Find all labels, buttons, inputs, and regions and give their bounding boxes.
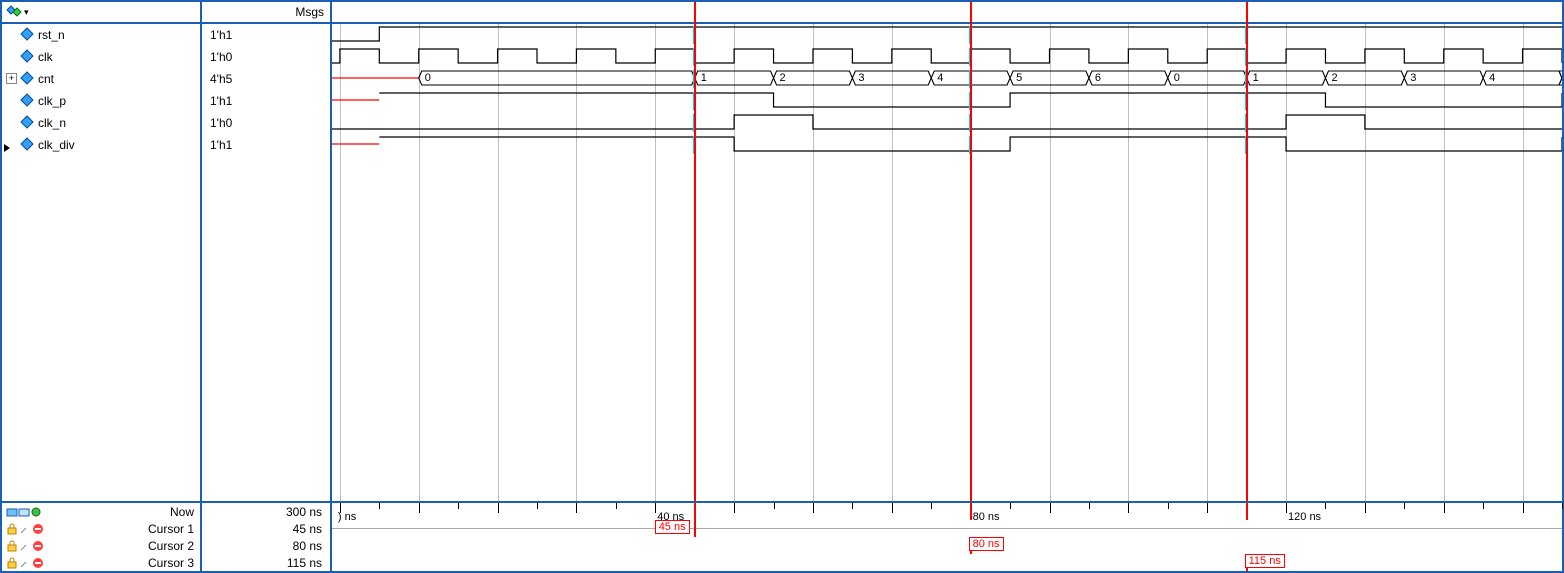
bus-value-label: 3 <box>858 72 864 84</box>
wrench-icon[interactable] <box>19 557 31 569</box>
cursor-row[interactable]: Cursor 1 45 ns 45 ns <box>2 520 1562 537</box>
signal-header[interactable]: ▾ <box>2 2 200 24</box>
signal-value-rst_n: 1'h1 <box>202 24 330 46</box>
cursor-time-tag[interactable]: 80 ns <box>969 537 1004 551</box>
time-ruler[interactable]: ) ns40 ns80 ns120 ns <box>332 503 1562 520</box>
expand-icon[interactable]: + <box>6 73 17 84</box>
cursor-line[interactable] <box>1246 2 1248 501</box>
cursor-icons[interactable] <box>6 523 44 535</box>
signal-value-clk_n: 1'h0 <box>202 112 330 134</box>
cursor-time-value: 115 ns <box>287 556 322 570</box>
signal-diamond-icon <box>20 93 34 110</box>
signal-diamond-icon <box>20 137 34 154</box>
bus-value-label: 0 <box>1174 72 1180 84</box>
signal-value-column: Msgs 1'h11'h04'h51'h11'h01'h1 <box>202 2 332 501</box>
delete-icon[interactable] <box>32 540 44 552</box>
delete-icon[interactable] <box>32 523 44 535</box>
cursor-icons[interactable] <box>6 557 44 569</box>
bus-value-label: 4 <box>1489 72 1495 84</box>
signal-item-clk_p[interactable]: clk_p <box>2 90 200 112</box>
dropdown-arrow-icon[interactable]: ▾ <box>24 7 29 18</box>
cursor-time-tag[interactable]: 45 ns <box>655 520 690 534</box>
delete-icon[interactable] <box>32 557 44 569</box>
waveform-viewer: ▾ rst_nclk+cntclk_pclk_nclk_div Msgs 1'h… <box>0 0 1564 573</box>
signal-name-column: ▾ rst_nclk+cntclk_pclk_nclk_div <box>2 2 202 501</box>
signal-item-clk_n[interactable]: clk_n <box>2 112 200 134</box>
bus-value-label: 0 <box>425 72 431 84</box>
now-toolbar-icons[interactable] <box>6 506 42 518</box>
app-logo-icon <box>6 5 22 19</box>
signal-item-cnt[interactable]: +cnt <box>2 68 200 90</box>
wave-clk[interactable] <box>332 46 1562 68</box>
signal-diamond-icon <box>20 71 34 88</box>
wave-cnt[interactable]: 0123456012345 <box>332 68 1562 90</box>
now-value: 300 ns <box>286 505 322 519</box>
signal-diamond-icon <box>20 27 34 44</box>
lock-icon[interactable] <box>6 557 18 569</box>
lock-icon[interactable] <box>6 540 18 552</box>
cursor-time-value: 80 ns <box>293 539 322 553</box>
signal-value-cnt: 4'h5 <box>202 68 330 90</box>
cursor-track[interactable]: 115 ns <box>332 554 1562 571</box>
bus-value-label: 1 <box>1253 72 1259 84</box>
cursor-line[interactable] <box>970 2 972 501</box>
cursor-icons[interactable] <box>6 540 44 552</box>
cursor-row[interactable]: Cursor 2 80 ns 80 ns <box>2 537 1562 554</box>
bus-value-label: 5 <box>1016 72 1022 84</box>
msgs-label: Msgs <box>295 5 324 19</box>
cursor-label: Cursor 2 <box>148 539 194 553</box>
signal-value-clk_p: 1'h1 <box>202 90 330 112</box>
bus-value-label: 2 <box>780 72 786 84</box>
msgs-header: Msgs <box>202 2 330 24</box>
signal-value-clk: 1'h0 <box>202 46 330 68</box>
cursor-track[interactable]: 80 ns <box>332 537 1562 554</box>
cursor-time-value: 45 ns <box>293 522 322 536</box>
wrench-icon[interactable] <box>19 540 31 552</box>
lock-icon[interactable] <box>6 523 18 535</box>
bus-value-label: 6 <box>1095 72 1101 84</box>
cursor-track[interactable]: 45 ns <box>332 520 1562 537</box>
waveform-header <box>332 2 1562 24</box>
signal-diamond-icon <box>20 115 34 132</box>
signal-item-rst_n[interactable]: rst_n <box>2 24 200 46</box>
bus-value-label: 3 <box>1410 72 1416 84</box>
wave-clk_n[interactable] <box>332 112 1562 134</box>
bus-value-label: 1 <box>701 72 707 84</box>
waveform-column[interactable]: 0123456012345 <box>332 2 1562 501</box>
now-row: Now 300 ns ) ns40 ns80 ns120 ns <box>2 503 1562 520</box>
top-pane: ▾ rst_nclk+cntclk_pclk_nclk_div Msgs 1'h… <box>2 2 1562 501</box>
bottom-pane: Now 300 ns ) ns40 ns80 ns120 ns Cursor 1… <box>2 501 1562 571</box>
signal-value-clk_div: 1'h1 <box>202 134 330 156</box>
wrench-icon[interactable] <box>19 523 31 535</box>
wave-rst_n[interactable] <box>332 24 1562 46</box>
signal-item-clk[interactable]: clk <box>2 46 200 68</box>
cursor-label: Cursor 3 <box>148 556 194 570</box>
now-label: Now <box>170 505 194 519</box>
bus-value-label: 4 <box>937 72 943 84</box>
cursor-line[interactable] <box>694 2 696 501</box>
signal-diamond-icon <box>20 49 34 66</box>
cursor-label: Cursor 1 <box>148 522 194 536</box>
cursor-row[interactable]: Cursor 3 115 ns 115 ns <box>2 554 1562 571</box>
wave-clk_div[interactable] <box>332 134 1562 156</box>
waveform-area[interactable]: 0123456012345 <box>332 24 1562 501</box>
wave-clk_p[interactable] <box>332 90 1562 112</box>
bus-value-label: 2 <box>1331 72 1337 84</box>
cursor-time-tag[interactable]: 115 ns <box>1245 554 1285 568</box>
signal-item-clk_div[interactable]: clk_div <box>2 134 200 156</box>
